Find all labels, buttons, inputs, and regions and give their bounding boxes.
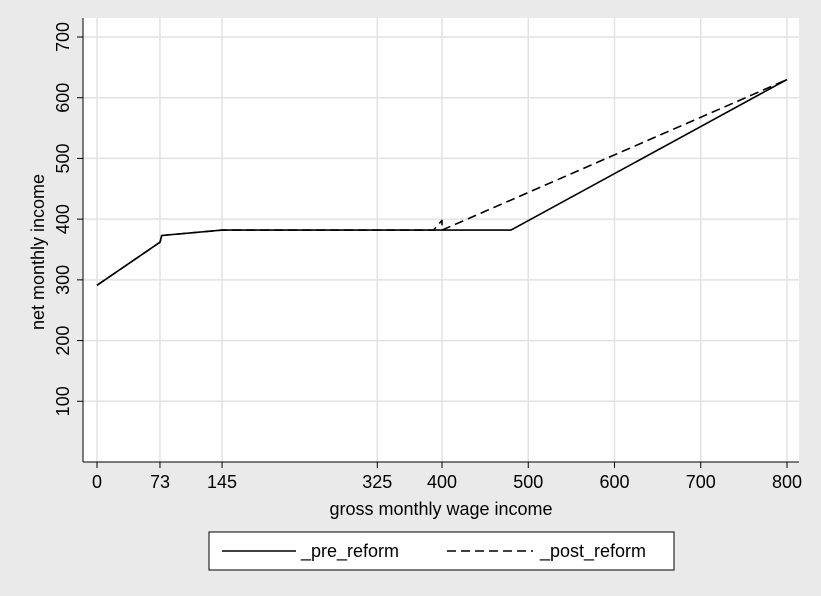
- y-tick-label: 500: [53, 143, 73, 173]
- y-tick-label: 300: [53, 265, 73, 295]
- x-tick-label: 600: [599, 472, 629, 492]
- y-tick-label: 200: [53, 326, 73, 356]
- legend-label: _pre_reform: [300, 541, 399, 562]
- y-tick-label: 700: [53, 22, 73, 52]
- x-tick-label: 145: [207, 472, 237, 492]
- plot-area: [83, 18, 799, 462]
- y-tick-label: 600: [53, 83, 73, 113]
- series-line-post-reform: [96, 78, 788, 286]
- x-tick-label: 73: [150, 472, 170, 492]
- x-tick-label: 800: [772, 472, 802, 492]
- x-tick-label: 400: [427, 472, 457, 492]
- x-tick-label: 0: [92, 472, 102, 492]
- y-tick-label: 400: [53, 204, 73, 234]
- x-tick-label: 700: [686, 472, 716, 492]
- x-axis-title: gross monthly wage income: [329, 499, 552, 519]
- y-axis-title: net monthly income: [28, 174, 48, 330]
- legend: _pre_reform _post_reform: [208, 531, 675, 571]
- y-tick-label: 100: [53, 386, 73, 416]
- legend-label: _post_reform: [539, 541, 646, 562]
- x-tick-label: 500: [513, 472, 543, 492]
- grid: [83, 18, 799, 462]
- ticks: 0 73 145 325 400 500 600 700 800 100 200 300 400 500 6…: [53, 22, 802, 492]
- series-layer: [96, 78, 788, 286]
- x-tick-label: 325: [362, 472, 392, 492]
